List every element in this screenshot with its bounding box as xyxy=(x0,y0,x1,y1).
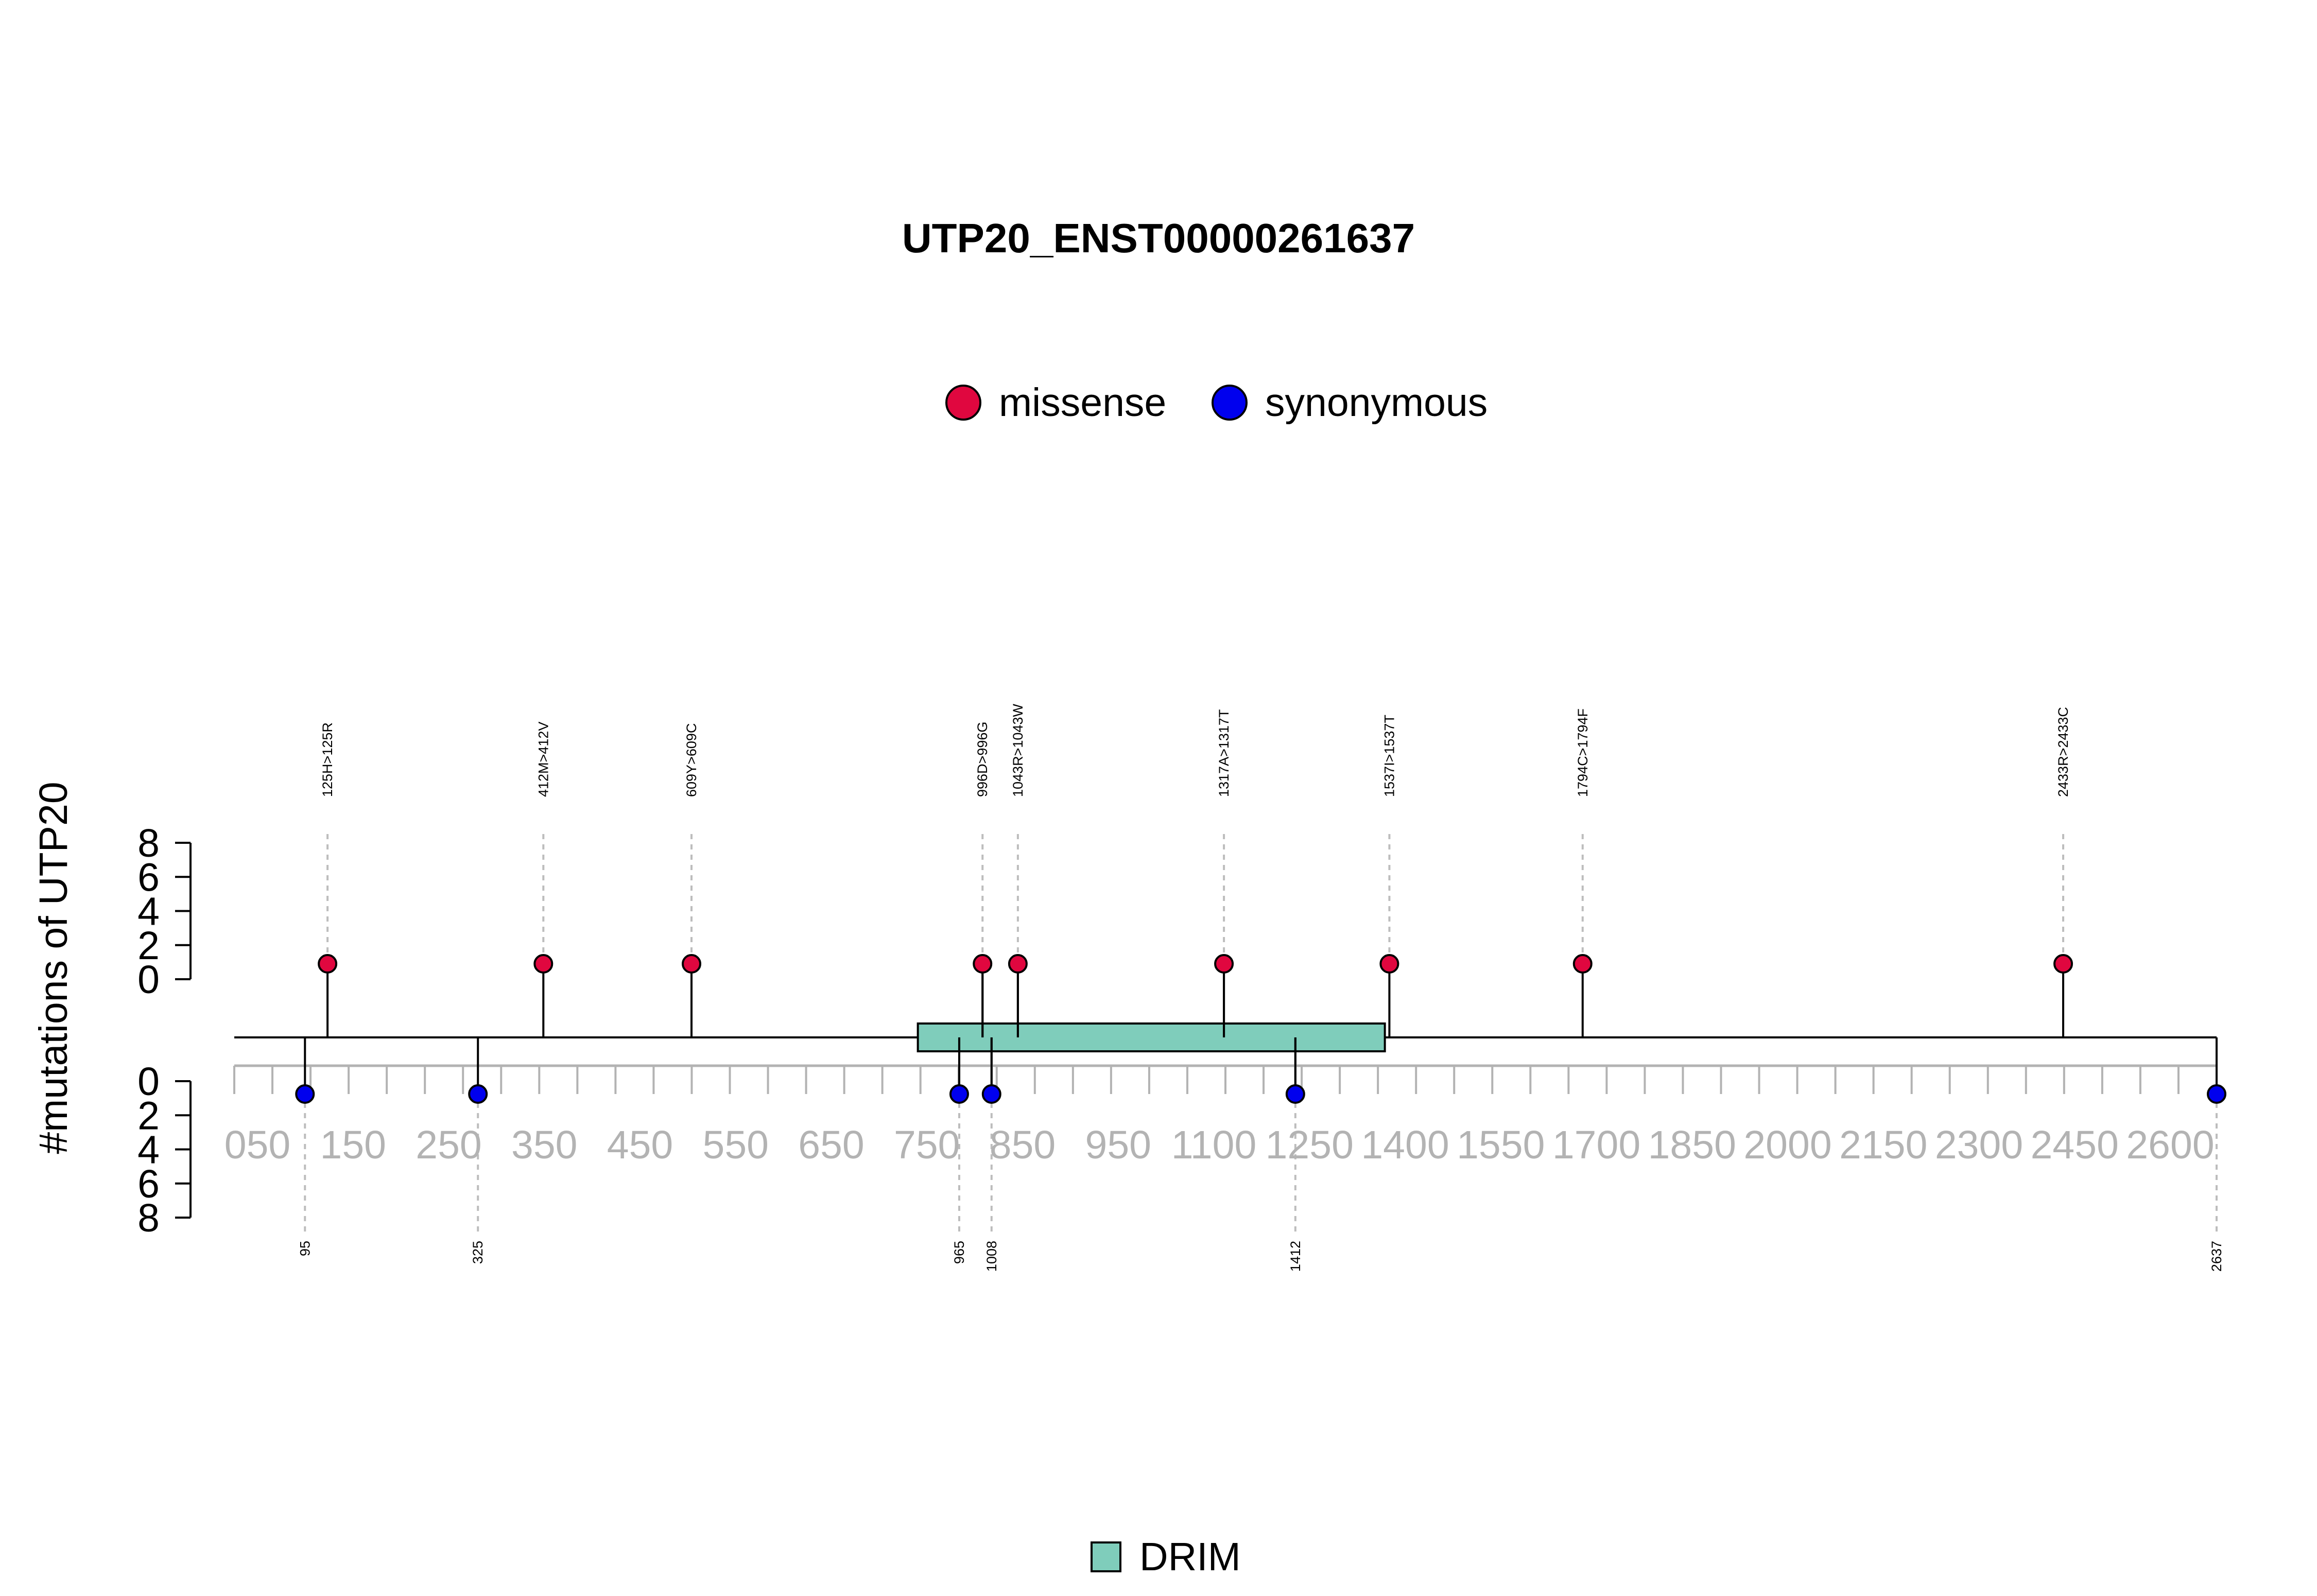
y-tick-label-lower: 6 xyxy=(137,1162,160,1206)
y-tick-label-lower: 4 xyxy=(137,1128,160,1172)
x-tick-label: 2600 xyxy=(2126,1123,2214,1167)
point-synonymous xyxy=(468,1084,488,1104)
y-tick-label-upper: 6 xyxy=(137,855,160,899)
x-tick-label: 450 xyxy=(607,1123,673,1167)
x-tick-label: 1700 xyxy=(1552,1123,1640,1167)
legend-marker-missense xyxy=(945,385,981,421)
chart-title: UTP20_ENST00000261637 xyxy=(902,215,1415,261)
x-tick-label: 150 xyxy=(320,1123,386,1167)
mutation-label-synonymous: 1412 xyxy=(1288,1241,1303,1272)
point-missense xyxy=(973,954,993,974)
x-tick-label: 850 xyxy=(990,1123,1056,1167)
mutation-label-missense: 1317A>1317T xyxy=(1216,709,1232,797)
mutation-label-missense: 412M>412V xyxy=(535,722,551,797)
y-tick-label-upper: 4 xyxy=(137,890,160,934)
y-tick-label-upper: 0 xyxy=(137,958,160,1002)
x-tick-label: 650 xyxy=(798,1123,864,1167)
mutation-label-synonymous: 95 xyxy=(297,1241,313,1256)
mutation-label-missense: 1794C>1794F xyxy=(1575,708,1590,797)
mutation-label-missense: 609Y>609C xyxy=(684,723,699,797)
protein-backbone xyxy=(234,964,2217,1094)
mutation-points xyxy=(295,954,2226,1104)
x-tick-label: 1550 xyxy=(1457,1123,1545,1167)
mutation-label-synonymous: 1008 xyxy=(984,1241,999,1272)
guide-lines xyxy=(304,834,2218,1233)
point-missense xyxy=(1379,954,1399,974)
legend-marker-synonymous xyxy=(1212,385,1248,421)
point-missense xyxy=(1008,954,1028,974)
x-tick-label: 750 xyxy=(894,1123,960,1167)
x-tick-label: 1400 xyxy=(1361,1123,1449,1167)
point-missense xyxy=(682,954,702,974)
y-tick-label-lower: 2 xyxy=(137,1094,160,1138)
x-tick-label: 550 xyxy=(703,1123,769,1167)
legend-label-missense: missense xyxy=(999,380,1166,425)
point-synonymous xyxy=(2207,1084,2226,1104)
x-tick-label: 050 xyxy=(224,1123,290,1167)
x-tick-label: 950 xyxy=(1085,1123,1151,1167)
y-tick-label-lower: 0 xyxy=(137,1060,160,1104)
mutation-label-synonymous: 965 xyxy=(952,1241,967,1264)
mutation-label-missense: 996D>996G xyxy=(975,722,990,797)
point-missense xyxy=(1572,954,1593,974)
y-tick-label-lower: 8 xyxy=(137,1196,160,1240)
point-missense xyxy=(2053,954,2073,974)
mutation-label-synonymous: 325 xyxy=(470,1241,486,1264)
domain-legend-swatch xyxy=(1091,1541,1121,1572)
point-missense xyxy=(1214,954,1234,974)
point-missense xyxy=(533,954,554,974)
point-synonymous xyxy=(949,1084,969,1104)
point-synonymous xyxy=(981,1084,1001,1104)
x-tick-label: 1250 xyxy=(1266,1123,1354,1167)
mutation-label-missense: 1537I>1537T xyxy=(1381,715,1397,797)
mutation-labels: 125H>125R 412M>412V 609Y>609C 996D>996G 1043… xyxy=(297,704,2224,1272)
x-axis: 050 150 250 350 450 550 650 750 850 950 1100 1250 14… xyxy=(224,1064,2218,1167)
mutation-type-legend: missense synonymous xyxy=(945,380,1488,425)
x-tick-label: 2150 xyxy=(1839,1123,1927,1167)
legend-label-synonymous: synonymous xyxy=(1265,380,1488,425)
x-tick-label: 2300 xyxy=(1935,1123,2023,1167)
domain-legend: DRIM xyxy=(1091,1535,1241,1579)
domain-DRIM xyxy=(917,1022,1386,1052)
mutation-label-missense: 1043R>1043W xyxy=(1010,704,1026,797)
x-tick-label: 2000 xyxy=(1743,1123,1831,1167)
x-tick-label: 1100 xyxy=(1171,1123,1257,1167)
y-axis-label: #mutations of UTP20 xyxy=(31,782,76,1154)
mutation-label-missense: 125H>125R xyxy=(320,722,335,797)
mutation-label-synonymous: 2637 xyxy=(2209,1241,2224,1272)
x-tick-label: 1850 xyxy=(1648,1123,1736,1167)
x-tick-label: 350 xyxy=(511,1123,577,1167)
x-tick-label: 2450 xyxy=(2031,1123,2119,1167)
mutation-label-missense: 2433R>2433C xyxy=(2055,707,2071,797)
point-synonymous xyxy=(1285,1084,1305,1104)
point-missense xyxy=(318,954,338,974)
domain-legend-label: DRIM xyxy=(1139,1535,1241,1579)
x-tick-label: 250 xyxy=(416,1123,481,1167)
y-tick-label-upper: 2 xyxy=(137,924,160,968)
point-synonymous xyxy=(295,1084,315,1104)
y-tick-label-upper: 8 xyxy=(137,821,160,865)
